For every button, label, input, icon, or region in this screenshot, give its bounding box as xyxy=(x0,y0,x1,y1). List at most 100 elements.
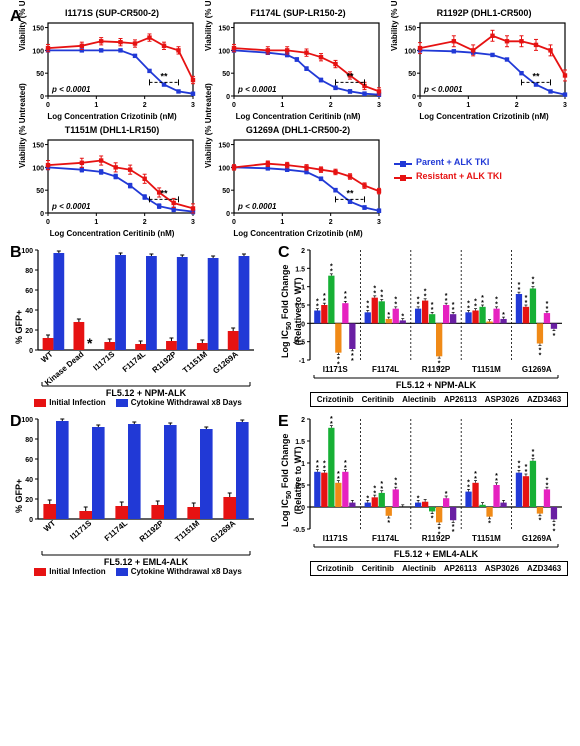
svg-text:*: * xyxy=(330,416,333,423)
svg-text:p < 0.0001: p < 0.0001 xyxy=(51,202,91,211)
panel-B-chart: % GFP+020406080100WT*Kinase DeadI1171SF1… xyxy=(8,244,268,407)
svg-text:I1171S: I1171S xyxy=(92,349,117,372)
svg-text:0: 0 xyxy=(226,94,230,101)
svg-text:**: ** xyxy=(532,71,540,81)
svg-text:50: 50 xyxy=(222,188,230,195)
curve-2: R1192P (DHL1-CR500)Viability (% Untreate… xyxy=(394,8,574,121)
svg-text:3: 3 xyxy=(191,219,195,226)
svg-text:FL5.12 + NPM-ALK: FL5.12 + NPM-ALK xyxy=(396,380,477,390)
curve-grid: I1171S (SUP-CR500-2)Viability (% Untreat… xyxy=(22,8,572,238)
svg-text:WT: WT xyxy=(42,519,57,534)
svg-text:40: 40 xyxy=(25,308,33,315)
svg-text:*: * xyxy=(387,520,390,527)
svg-text:1: 1 xyxy=(280,102,284,109)
svg-text:*: * xyxy=(380,481,383,488)
svg-text:*: * xyxy=(424,289,427,296)
svg-text:150: 150 xyxy=(218,26,230,33)
svg-text:*: * xyxy=(344,291,347,298)
svg-text:*: * xyxy=(330,264,333,271)
svg-text:*: * xyxy=(525,295,528,302)
x-axis-label: Log Concentration Crizotinib (nM) xyxy=(208,229,388,238)
svg-text:*: * xyxy=(445,293,448,300)
y-axis-label: Log IC50 Fold Change(Relative to WT) xyxy=(280,434,303,527)
svg-text:*: * xyxy=(366,496,369,503)
svg-text:100: 100 xyxy=(404,48,416,55)
svg-text:*: * xyxy=(539,353,542,360)
svg-text:*: * xyxy=(553,333,556,340)
svg-text:F1174L: F1174L xyxy=(372,365,399,374)
svg-text:80: 80 xyxy=(25,268,33,275)
x-axis-label: Log Concentration Ceritinib (nM) xyxy=(208,112,388,121)
svg-text:1: 1 xyxy=(466,102,470,109)
gfp-legend: Initial InfectionCytokine Withdrawal x8 … xyxy=(8,398,268,407)
svg-text:2: 2 xyxy=(143,102,147,109)
svg-text:*: * xyxy=(87,335,93,351)
svg-text:*: * xyxy=(467,480,470,487)
svg-text:*: * xyxy=(323,293,326,300)
legend-ap26113: AP26113 xyxy=(444,564,477,573)
y-axis-label: Viability (% Untreated) xyxy=(390,0,399,51)
curve-3: T1151M (DHL1-LR150)Viability (% Untreate… xyxy=(22,125,202,238)
svg-text:p < 0.0001: p < 0.0001 xyxy=(237,85,277,94)
svg-text:*: * xyxy=(518,282,521,289)
svg-text:150: 150 xyxy=(32,26,44,33)
panel-B: B % GFP+020406080100WT*Kinase DeadI1171S… xyxy=(8,244,268,407)
svg-text:100: 100 xyxy=(218,48,230,55)
svg-text:50: 50 xyxy=(408,71,416,78)
svg-text:3: 3 xyxy=(563,102,567,109)
legend-initial: Initial Infection xyxy=(34,567,105,576)
svg-text:R1192P: R1192P xyxy=(422,534,451,543)
svg-text:3: 3 xyxy=(191,102,195,109)
y-axis-label: % GFP+ xyxy=(14,310,24,344)
svg-text:FL5.12 + NPM-ALK: FL5.12 + NPM-ALK xyxy=(106,388,187,398)
svg-text:2: 2 xyxy=(329,219,333,226)
svg-text:T1151M: T1151M xyxy=(472,365,501,374)
svg-text:*: * xyxy=(532,449,535,456)
gfp-legend: Initial InfectionCytokine Withdrawal x8 … xyxy=(8,567,268,576)
svg-text:100: 100 xyxy=(218,165,230,172)
svg-text:*: * xyxy=(532,277,535,284)
svg-text:*: * xyxy=(481,295,484,302)
svg-text:-1: -1 xyxy=(299,358,305,365)
svg-text:T1151M: T1151M xyxy=(173,518,201,544)
svg-text:2: 2 xyxy=(329,102,333,109)
svg-text:FL5.12 + EML4-ALK: FL5.12 + EML4-ALK xyxy=(104,557,189,567)
y-axis-label: Viability (% Untreated) xyxy=(18,83,27,168)
svg-text:2: 2 xyxy=(301,417,305,424)
svg-text:50: 50 xyxy=(222,71,230,78)
legend-alectinib: Alectinib xyxy=(402,564,436,573)
legend-crizotinib: Crizotinib xyxy=(317,395,354,404)
svg-text:*: * xyxy=(380,289,383,296)
svg-text:*: * xyxy=(452,529,455,536)
y-axis-label: Viability (% Untreated) xyxy=(18,0,27,51)
svg-text:0: 0 xyxy=(40,94,44,101)
x-axis-label: Log Concentration Ceritinib (nM) xyxy=(22,229,202,238)
legend-crizotinib: Crizotinib xyxy=(317,564,354,573)
legend-initial: Initial Infection xyxy=(34,398,105,407)
svg-text:*: * xyxy=(546,301,549,308)
svg-text:*: * xyxy=(344,460,347,467)
svg-text:0: 0 xyxy=(418,102,422,109)
svg-text:*: * xyxy=(431,302,434,309)
legend-ceritinib: Ceritinib xyxy=(362,564,394,573)
svg-text:G1269A: G1269A xyxy=(522,365,552,374)
svg-text:F1174L: F1174L xyxy=(103,519,130,543)
svg-text:*: * xyxy=(445,491,448,498)
svg-text:50: 50 xyxy=(36,188,44,195)
svg-text:50: 50 xyxy=(36,71,44,78)
svg-text:*: * xyxy=(474,471,477,478)
svg-text:*: * xyxy=(546,477,549,484)
svg-text:60: 60 xyxy=(25,288,33,295)
svg-text:-0.5: -0.5 xyxy=(293,527,305,534)
svg-text:100: 100 xyxy=(32,165,44,172)
row-D-E: D % GFP+020406080100WTI1171SF1174LR1192P… xyxy=(8,413,572,576)
svg-text:*: * xyxy=(394,477,397,484)
svg-text:*: * xyxy=(316,299,319,306)
svg-text:*: * xyxy=(474,299,477,306)
legend-ceritinib: Ceritinib xyxy=(362,395,394,404)
svg-text:*: * xyxy=(401,313,404,320)
panel-C-chart: Log IC50 Fold Change(Relative to WT)-1-0… xyxy=(276,244,572,407)
curve-title: T1151M (DHL1-LR150) xyxy=(22,125,202,135)
svg-text:*: * xyxy=(373,485,376,492)
svg-text:150: 150 xyxy=(404,26,416,33)
